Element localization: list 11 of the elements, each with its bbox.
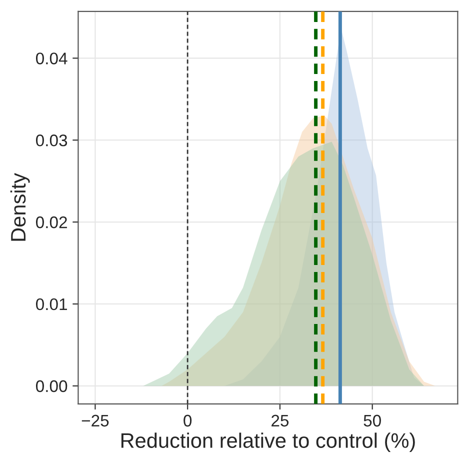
y-tick-label: 0.01 <box>36 298 67 310</box>
x-tick-label: 0 <box>184 414 192 427</box>
x-tick-label: −25 <box>82 414 109 427</box>
y-tick-label: 0.00 <box>36 380 68 392</box>
y-tick-label: 0.04 <box>36 52 68 64</box>
x-tick-label: 50 <box>364 414 381 427</box>
y-tick-label: 0.02 <box>36 216 67 228</box>
y-tick-label: 0.03 <box>36 134 68 146</box>
x-axis-title: Reduction relative to control (%) <box>121 432 415 452</box>
y-axis-title: Density <box>10 173 30 241</box>
x-tick-label: 25 <box>272 414 289 427</box>
